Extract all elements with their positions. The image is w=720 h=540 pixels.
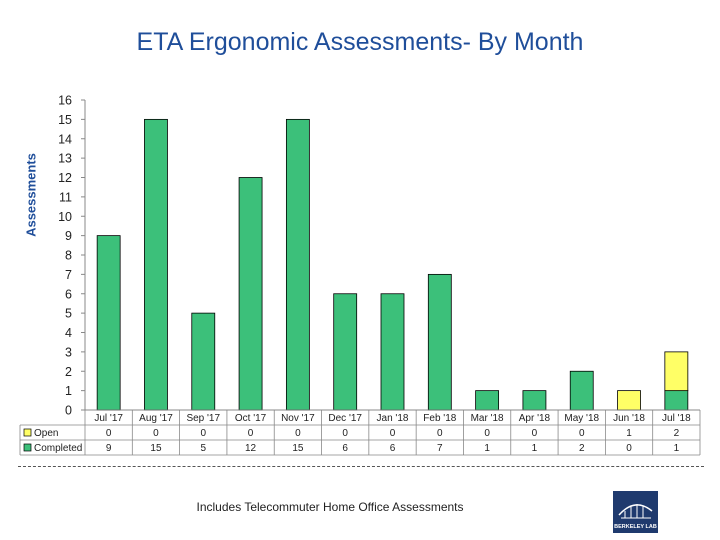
y-tick-label: 15 (58, 113, 72, 127)
x-tick-label: Mar '18 (471, 413, 504, 424)
table-cell-completed: 12 (245, 443, 257, 454)
y-tick-label: 10 (58, 210, 72, 224)
x-tick-label: Jul '17 (94, 413, 123, 424)
bar-completed-apr-18 (522, 390, 547, 411)
bar-completed-may-18 (569, 370, 594, 411)
table-cell-completed: 6 (342, 443, 348, 454)
table-cell-open: 0 (484, 428, 490, 439)
table-cell-completed: 15 (150, 443, 162, 454)
footer-divider (18, 466, 704, 467)
y-tick-label: 14 (58, 132, 72, 146)
berkeley-lab-logo: BERKELEY LAB (613, 491, 658, 533)
x-tick-label: Jan '18 (377, 413, 409, 424)
table-cell-completed: 9 (106, 443, 112, 454)
bar-completed-dec-17 (333, 293, 358, 411)
y-tick-label: 6 (65, 287, 72, 301)
x-tick-label: Oct '17 (235, 413, 267, 424)
x-tick-label: Jun '18 (613, 413, 645, 424)
bar-completed-oct-17 (238, 177, 263, 411)
table-cell-completed: 5 (200, 443, 206, 454)
x-tick-label: Jul '18 (662, 413, 691, 424)
y-tick-label: 9 (65, 229, 72, 243)
table-cell-open: 0 (248, 428, 254, 439)
footnote: Includes Telecommuter Home Office Assess… (196, 500, 464, 514)
bar-completed-feb-18 (427, 273, 452, 411)
table-cell-completed: 7 (437, 443, 443, 454)
logo-text: BERKELEY LAB (614, 524, 657, 530)
table-cell-open: 0 (390, 428, 396, 439)
legend-swatch-completed (23, 443, 32, 452)
bar-open-jul-18 (664, 351, 689, 392)
y-tick-label: 4 (65, 326, 72, 340)
bar-completed-sep-17 (191, 312, 216, 411)
logo-background (613, 491, 658, 533)
table-cell-open: 1 (626, 428, 632, 439)
y-tick-label: 1 (65, 384, 72, 398)
table-cell-completed: 1 (484, 443, 490, 454)
table-cell-open: 0 (106, 428, 112, 439)
table-cell-completed: 15 (292, 443, 304, 454)
y-tick-label: 13 (58, 152, 72, 166)
table-cell-open: 0 (532, 428, 538, 439)
table-cell-completed: 1 (674, 443, 680, 454)
y-tick-label: 16 (58, 94, 72, 108)
y-tick-label: 0 (65, 404, 72, 418)
table-cell-open: 0 (200, 428, 206, 439)
x-tick-label: Feb '18 (423, 413, 456, 424)
bar-completed-nov-17 (285, 118, 310, 411)
table-cell-open: 0 (153, 428, 159, 439)
x-tick-label: Aug '17 (139, 413, 173, 424)
table-cell-open: 0 (579, 428, 585, 439)
x-tick-label: Nov '17 (281, 413, 315, 424)
x-tick-label: May '18 (564, 413, 599, 424)
legend-swatch-open (23, 428, 32, 437)
legend-label-open: Open (34, 428, 58, 439)
table-cell-completed: 2 (579, 443, 585, 454)
y-tick-label: 7 (65, 268, 72, 282)
bar-completed-mar-18 (475, 390, 500, 411)
table-cell-open: 2 (674, 428, 680, 439)
bar-completed-aug-17 (144, 118, 168, 411)
x-tick-label: Apr '18 (519, 413, 551, 424)
y-tick-label: 2 (65, 365, 72, 379)
bar-open-jun-18 (617, 390, 641, 411)
table-cell-completed: 6 (390, 443, 396, 454)
table-cell-completed: 1 (532, 443, 538, 454)
table-cell-open: 0 (437, 428, 443, 439)
y-tick-label: 5 (65, 307, 72, 321)
y-tick-label: 3 (65, 345, 72, 359)
x-tick-label: Sep '17 (186, 413, 220, 424)
bar-completed-jul-17 (96, 235, 121, 411)
table-cell-open: 0 (342, 428, 348, 439)
y-tick-label: 12 (58, 171, 72, 185)
x-tick-label: Dec '17 (328, 413, 362, 424)
bar-completed-jan-18 (380, 293, 405, 411)
y-tick-label: 11 (59, 190, 72, 204)
y-tick-label: 8 (65, 249, 72, 263)
bar-completed-jul-18 (664, 390, 689, 411)
table-cell-completed: 0 (626, 443, 632, 454)
table-cell-open: 0 (295, 428, 301, 439)
legend-label-completed: Completed (34, 443, 82, 454)
chart-title: ETA Ergonomic Assessments- By Month (136, 28, 584, 56)
